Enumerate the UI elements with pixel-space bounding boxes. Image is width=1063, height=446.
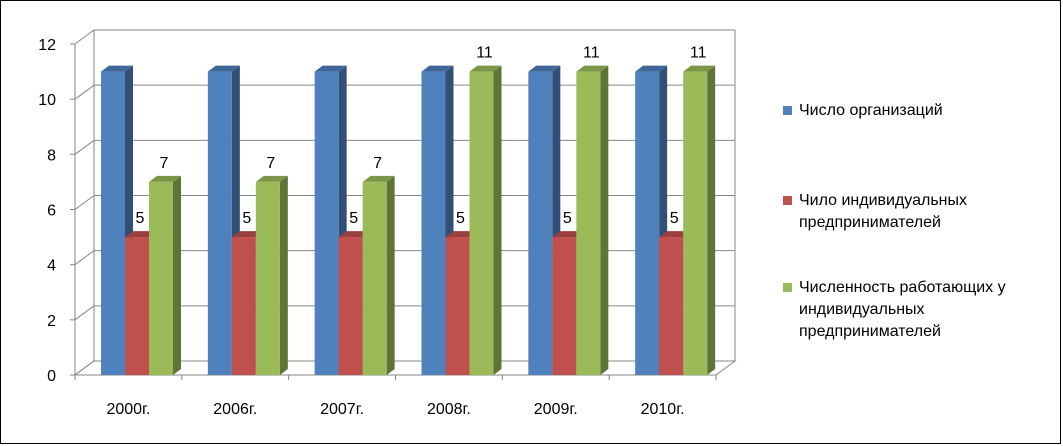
legend-swatch-employees [783, 283, 792, 292]
legend-label-employees: Численность работающих у индивидуальных … [799, 279, 1006, 340]
data-label: 7 [266, 155, 275, 172]
bar [255, 181, 280, 375]
bar-side [173, 175, 181, 375]
gridline-side [74, 195, 95, 210]
y-tick-label: 8 [47, 147, 56, 164]
legend-label-entrepreneurs: Чило индивидуальных предпринимателей [799, 192, 968, 231]
bar-top [255, 175, 288, 182]
bar-top [469, 65, 502, 72]
bar [683, 71, 708, 375]
x-tick-label: 2000г. [106, 401, 150, 418]
data-label: 5 [242, 210, 251, 227]
data-label: 11 [476, 45, 493, 62]
legend-swatch-entrepreneurs [783, 196, 792, 205]
y-tick-label: 4 [47, 258, 56, 275]
x-tick-label: 2009г. [534, 401, 578, 418]
bar [338, 237, 363, 375]
gridline-side [74, 250, 95, 266]
bar [552, 237, 577, 375]
data-label: 5 [670, 210, 679, 227]
legend-label-organizations: Число организаций [799, 102, 943, 119]
bar-top [421, 65, 454, 72]
x-tick-label: 2010г. [641, 401, 685, 418]
bar-side [279, 175, 288, 375]
gridline-side [74, 305, 95, 321]
bar-side [386, 175, 395, 375]
gridline-side [74, 84, 95, 100]
y-tick-label: 2 [47, 313, 56, 330]
bar-side [707, 65, 716, 375]
data-label: 7 [160, 155, 169, 172]
bar [528, 71, 553, 375]
x-tick-label: 2008г. [427, 401, 471, 418]
bar [421, 71, 446, 375]
bar-top [149, 175, 181, 182]
x-tick-label: 2007г. [320, 401, 364, 418]
data-label: 5 [456, 210, 465, 227]
bar [231, 237, 256, 375]
data-label: 5 [136, 210, 145, 227]
legend-item-entrepreneurs: Чило индивидуальных предпринимателей [783, 190, 1009, 234]
y-tick-label: 6 [47, 203, 56, 220]
bar [362, 181, 387, 375]
bar [149, 181, 173, 375]
bar-top [528, 65, 561, 72]
bar-top [207, 65, 240, 72]
x-tick-label: 2006г. [213, 401, 257, 418]
bar [445, 237, 470, 375]
bar [125, 237, 149, 375]
y-tick-label: 0 [47, 368, 56, 385]
data-label: 11 [690, 45, 707, 62]
bar-top [576, 65, 609, 72]
data-label: 5 [349, 210, 358, 227]
bar [207, 71, 232, 375]
bar-top [683, 65, 716, 72]
gridline-side [74, 139, 95, 155]
bar-side [600, 65, 609, 375]
bar-top [635, 65, 668, 72]
legend-swatch-organizations [783, 106, 792, 115]
data-label: 11 [583, 45, 600, 62]
bar-top [101, 65, 133, 72]
bar [635, 71, 660, 375]
y-tick-label: 10 [38, 92, 56, 109]
bar [469, 71, 494, 375]
bar [576, 71, 601, 375]
bar [101, 71, 125, 375]
bar [314, 71, 339, 375]
bar [659, 237, 684, 375]
data-label: 7 [373, 155, 382, 172]
legend-item-organizations: Число организаций [783, 100, 1063, 122]
gridline-side [74, 29, 95, 45]
bar-top [314, 65, 347, 72]
bar-top [362, 175, 395, 182]
y-tick-label: 12 [38, 37, 56, 54]
legend-item-employees: Численность работающих у индивидуальных … [783, 277, 1063, 343]
bar-side [493, 65, 502, 375]
data-label: 5 [563, 210, 572, 227]
